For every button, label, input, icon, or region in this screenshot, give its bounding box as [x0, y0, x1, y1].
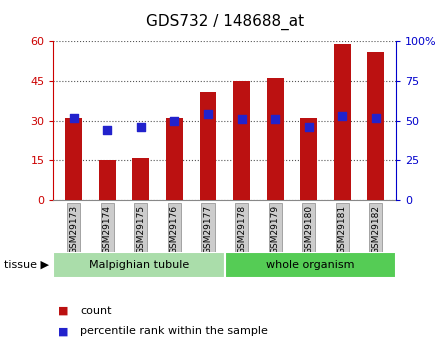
Bar [334, 44, 351, 200]
Point [171, 118, 178, 124]
Point [238, 116, 245, 122]
Point [271, 116, 279, 122]
Text: percentile rank within the sample: percentile rank within the sample [80, 326, 268, 336]
Bar [99, 160, 116, 200]
Bar [233, 81, 250, 200]
Bar [267, 78, 283, 200]
Bar [53, 252, 225, 278]
Text: Malpighian tubule: Malpighian tubule [89, 260, 189, 270]
Point [372, 115, 380, 120]
Bar [225, 252, 396, 278]
Bar [65, 118, 82, 200]
Text: ■: ■ [58, 326, 69, 336]
Bar [368, 52, 384, 200]
Point [204, 112, 211, 117]
Point [339, 113, 346, 119]
Point [104, 128, 111, 133]
Bar [199, 92, 216, 200]
Point [137, 124, 144, 130]
Point [70, 115, 77, 120]
Text: whole organism: whole organism [266, 260, 355, 270]
Text: count: count [80, 306, 112, 315]
Text: GDS732 / 148688_at: GDS732 / 148688_at [146, 14, 304, 30]
Text: ■: ■ [58, 306, 69, 315]
Bar [166, 118, 183, 200]
Point [305, 124, 312, 130]
Bar [132, 158, 149, 200]
Bar [300, 118, 317, 200]
Text: tissue ▶: tissue ▶ [4, 260, 49, 270]
